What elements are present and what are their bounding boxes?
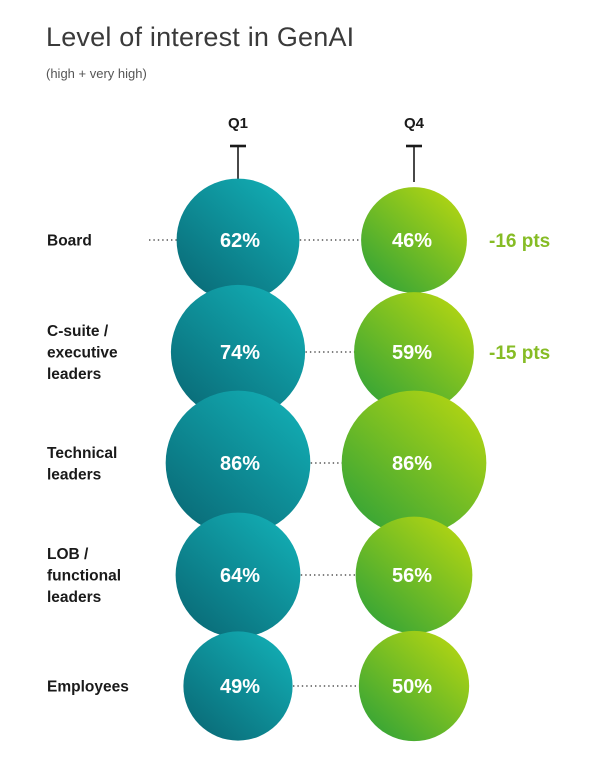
value-label-q4-lob-functional-leaders: 56% — [392, 565, 432, 587]
bubble-q4-board — [361, 187, 467, 293]
change-label-board: -16 pts — [489, 231, 550, 252]
column-header-q1: Q1 — [228, 115, 248, 132]
change-label-c-suite-executive-leaders: -15 pts — [489, 343, 550, 364]
bubble-q1-technical-leaders — [165, 390, 311, 536]
column-header-q4: Q4 — [404, 115, 425, 132]
chart-title: Level of interest in GenAI — [46, 22, 355, 52]
value-label-q4-c-suite-executive-leaders: 59% — [392, 342, 432, 364]
value-label-q1-lob-functional-leaders: 64% — [220, 565, 260, 587]
value-label-q1-employees: 49% — [220, 676, 260, 698]
bubble-q4-employees — [358, 630, 470, 742]
row-label-technical-leaders: Technical leaders — [47, 445, 117, 484]
row-label-employees: Employees — [47, 679, 129, 696]
value-label-q4-technical-leaders: 86% — [392, 453, 432, 475]
value-label-q1-board: 62% — [220, 230, 260, 252]
bubble-q4-technical-leaders — [341, 390, 487, 536]
bubble-q4-lob-functional-leaders — [355, 516, 473, 634]
bubble-q4-c-suite-executive-leaders — [354, 292, 474, 412]
bubble-q1-board — [176, 178, 300, 302]
value-label-q1-c-suite-executive-leaders: 74% — [220, 342, 260, 364]
row-label-lob-functional-leaders: LOB / functional leaders — [47, 546, 121, 606]
value-label-q1-technical-leaders: 86% — [220, 453, 260, 475]
value-label-q4-employees: 50% — [392, 676, 432, 698]
chart-subtitle: (high + very high) — [46, 66, 147, 81]
bubble-q1-c-suite-executive-leaders — [170, 284, 306, 420]
bubble-q1-lob-functional-leaders — [175, 512, 301, 638]
row-label-c-suite-executive-leaders: C-suite / executive leaders — [47, 323, 118, 383]
value-label-q4-board: 46% — [392, 230, 432, 252]
bubble-q1-employees — [183, 631, 293, 741]
row-label-board: Board — [47, 233, 92, 250]
